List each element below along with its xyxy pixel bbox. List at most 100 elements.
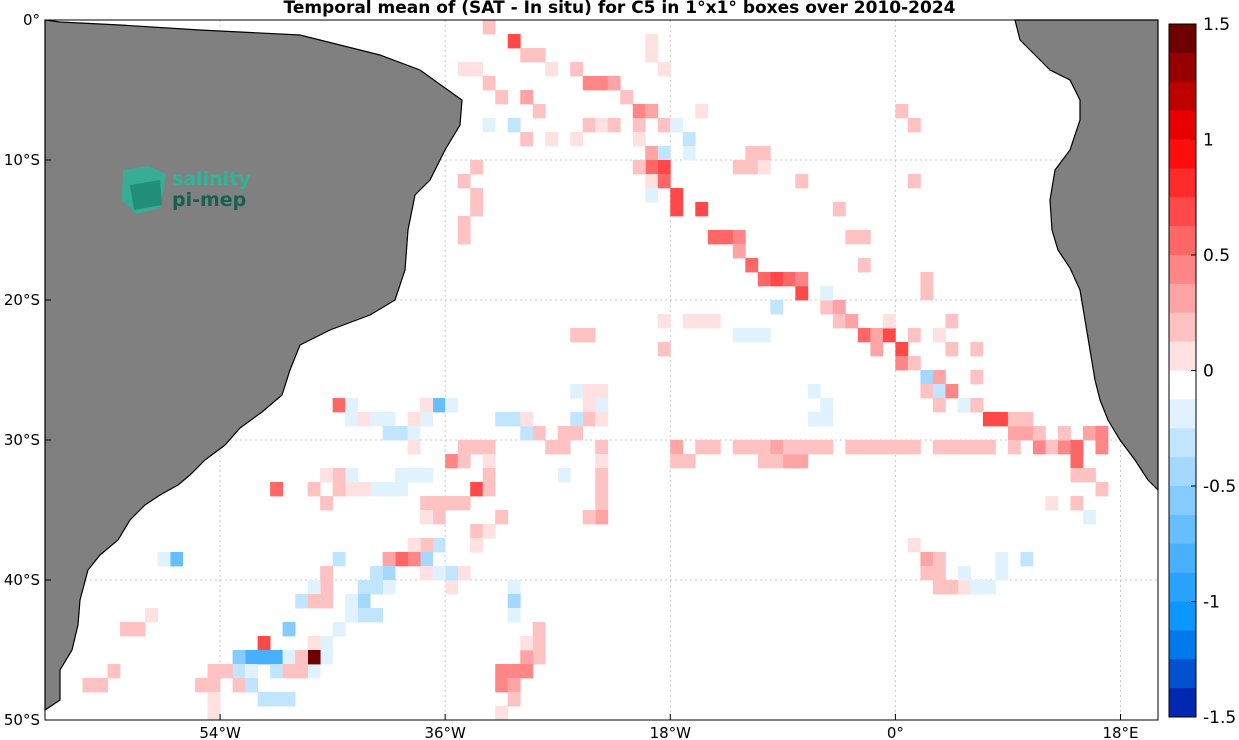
data-cell	[770, 300, 784, 315]
data-cell	[670, 202, 684, 217]
data-cell	[1095, 440, 1109, 455]
data-cell	[432, 510, 446, 525]
colorbar-segment	[1169, 255, 1196, 285]
data-cell	[132, 622, 146, 637]
data-cell	[520, 636, 534, 651]
data-cell	[995, 412, 1009, 427]
data-cell	[932, 398, 946, 413]
map-frame	[44, 19, 1159, 721]
data-cell	[670, 188, 684, 203]
data-cell	[920, 286, 934, 301]
data-cell	[707, 314, 721, 329]
data-cell	[532, 104, 546, 119]
data-cell	[457, 230, 471, 245]
data-cell	[582, 510, 596, 525]
data-cell	[957, 398, 971, 413]
data-cell	[732, 328, 746, 343]
data-cell	[932, 370, 946, 385]
data-cells	[82, 20, 1109, 721]
data-cell	[982, 412, 996, 427]
data-cell	[432, 566, 446, 581]
data-cell	[657, 146, 671, 161]
data-cell	[907, 174, 921, 189]
data-cell	[170, 552, 183, 567]
data-cell	[607, 76, 621, 91]
data-cell	[932, 328, 946, 343]
data-cell	[582, 384, 596, 399]
data-cell	[645, 188, 659, 203]
data-cell	[382, 426, 396, 441]
data-cell	[1095, 482, 1109, 497]
data-cell	[520, 412, 534, 427]
data-cell	[845, 230, 859, 245]
data-cell	[557, 426, 571, 441]
data-cell	[82, 678, 96, 693]
data-cell	[457, 496, 471, 511]
data-cell	[320, 650, 334, 665]
data-cell	[557, 440, 571, 455]
data-cell	[757, 146, 771, 161]
data-cell	[1007, 426, 1021, 441]
data-cell	[395, 552, 409, 567]
data-cell	[420, 412, 434, 427]
data-cell	[382, 552, 396, 567]
data-cell	[370, 608, 384, 623]
data-cell	[332, 622, 346, 637]
data-cell	[445, 566, 459, 581]
data-cell	[932, 440, 946, 455]
data-cell	[895, 342, 909, 357]
data-cell	[507, 608, 521, 623]
data-cell	[832, 314, 846, 329]
data-cell	[257, 650, 271, 665]
data-cell	[482, 468, 496, 483]
data-cell	[345, 482, 359, 497]
land-africa	[1014, 19, 1159, 492]
data-cell	[307, 594, 321, 609]
data-cell	[595, 76, 609, 91]
data-cell	[345, 608, 359, 623]
data-cell	[932, 384, 946, 399]
data-cell	[420, 510, 434, 525]
data-cell	[382, 412, 396, 427]
data-cell	[582, 328, 596, 343]
data-cell	[857, 328, 871, 343]
data-cell	[582, 398, 596, 413]
data-cell	[370, 580, 384, 595]
data-cell	[207, 706, 221, 721]
data-cell	[632, 160, 646, 175]
data-cell	[645, 104, 659, 119]
data-cell	[470, 160, 484, 175]
data-cell	[482, 118, 496, 133]
data-cell	[945, 384, 959, 399]
data-cell	[507, 594, 521, 609]
data-cell	[420, 468, 434, 483]
data-cell	[457, 454, 471, 469]
lat-tick-label: 0°	[23, 11, 40, 29]
data-cell	[970, 440, 984, 455]
data-cell	[957, 580, 971, 595]
data-cell	[832, 300, 846, 315]
data-cell	[282, 664, 296, 679]
data-cell	[382, 482, 396, 497]
data-cell	[432, 496, 446, 511]
data-cell	[270, 664, 284, 679]
data-cell	[995, 552, 1009, 567]
data-cell	[707, 440, 721, 455]
data-cell	[982, 440, 996, 455]
data-cell	[495, 510, 509, 525]
data-cell	[270, 692, 284, 707]
data-cell	[95, 678, 108, 693]
data-cell	[532, 426, 546, 441]
data-cell	[645, 146, 659, 161]
data-cell	[370, 412, 384, 427]
data-cell	[470, 538, 484, 553]
data-cell	[307, 636, 321, 651]
data-cell	[1082, 510, 1096, 525]
data-cell	[482, 524, 496, 539]
data-cell	[795, 454, 809, 469]
data-cell	[295, 650, 309, 665]
data-cell	[520, 132, 534, 147]
colorbar-segment	[1169, 139, 1196, 169]
data-cell	[220, 664, 233, 679]
colorbar-tick-label: 0	[1203, 362, 1214, 382]
